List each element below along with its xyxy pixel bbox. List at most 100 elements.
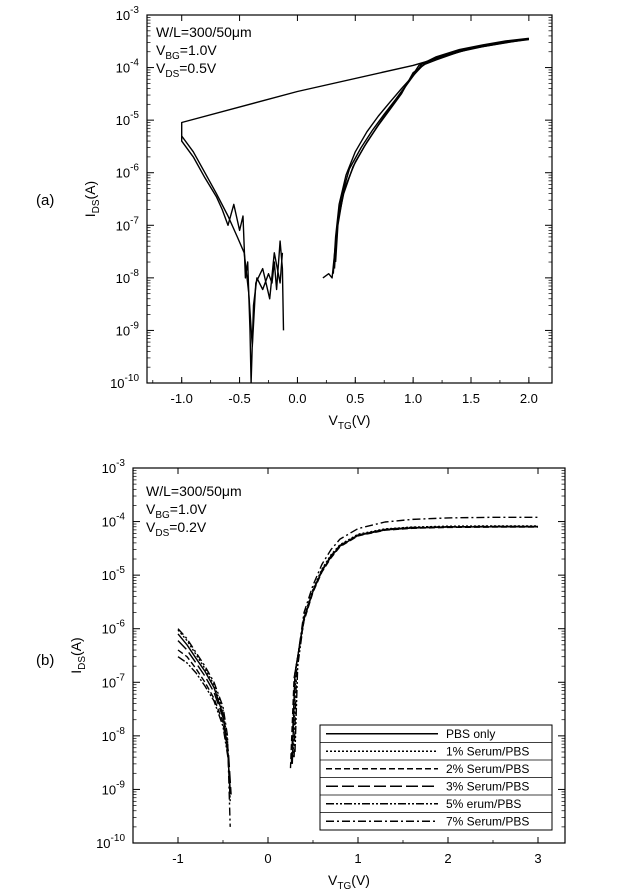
annotation-line: VBG=1.0V [146,501,207,521]
x-tick-label: 0.0 [288,391,306,406]
series-line [182,136,283,346]
y-tick-exponent: -4 [116,512,125,523]
y-tick-base: 10 [102,622,116,637]
y-tick-label: 10-6 [102,619,126,637]
y-tick-label: 10-4 [116,58,140,76]
y-tick-base: 10 [116,323,130,338]
annotation-rest: =1.0V [180,42,218,58]
y-tick-base: 10 [96,836,110,851]
y-axis-title: IDS(A) [68,637,88,673]
annotation-rest: μm [232,24,252,40]
y-tick-label: 10-10 [110,373,139,391]
iv-curves-figure: (a)-1.0-0.50.00.51.01.52.010-1010-910-81… [0,0,640,896]
y-tick-exponent: -5 [130,110,139,121]
y-tick-base: 10 [102,568,116,583]
y-tick-label: 10-8 [116,268,140,286]
x-tick-label: 0.5 [346,391,364,406]
x-tick-label: 1.5 [462,391,480,406]
x-axis-title-sub: TG [337,881,351,892]
y-tick-exponent: -9 [130,320,139,331]
y-tick-base: 10 [116,218,130,233]
y-tick-exponent: -3 [116,458,125,469]
chart-panel-a: (a)-1.0-0.50.00.51.01.52.010-1010-910-81… [36,5,552,432]
x-tick-label: -1.0 [171,391,193,406]
y-tick-base: 10 [102,515,116,530]
series-line [182,39,529,383]
series-line-left-branch [178,629,230,827]
x-tick-label: -1 [172,851,184,866]
y-tick-label: 10-6 [116,163,140,181]
x-tick-label: 1.0 [404,391,422,406]
y-tick-label: 10-3 [102,458,126,476]
y-tick-label: 10-7 [102,672,126,690]
y-axis-title: IDS(A) [82,181,102,217]
annotation-rest: =0.2V [169,519,207,535]
y-tick-base: 10 [110,376,124,391]
series-line [335,38,529,268]
annotation-main: W/L=300/50 [156,24,232,40]
y-tick-base: 10 [116,8,130,23]
y-tick-label: 10-5 [116,110,140,128]
annotation-sub: BG [165,51,180,62]
annotation-line: VDS=0.5V [156,60,217,80]
y-tick-exponent: -10 [125,373,140,384]
annotation-line: VDS=0.2V [146,519,207,539]
annotation-line: W/L=300/50μm [146,483,242,499]
y-tick-exponent: -6 [130,163,139,174]
series-line-left-branch [178,641,231,795]
y-tick-exponent: -8 [116,726,125,737]
legend-entry-label: 7% Serum/PBS [446,814,529,828]
y-tick-base: 10 [102,675,116,690]
annotation-main: W/L=300/50 [146,483,222,499]
legend-entry-label: PBS only [446,727,495,741]
y-tick-label: 10-10 [96,833,125,851]
y-tick-base: 10 [102,782,116,797]
series-line-left-branch [178,634,230,790]
y-tick-exponent: -5 [116,565,125,576]
y-tick-exponent: -3 [130,5,139,16]
data-area [182,38,529,383]
y-tick-base: 10 [116,271,130,286]
y-axis-title-unit: (A) [82,181,98,200]
series-line-right-branch [293,526,538,757]
y-tick-label: 10-5 [102,565,126,583]
x-axis-title: VTG(V) [328,872,370,892]
y-tick-base: 10 [116,61,130,76]
legend-entry-label: 3% Serum/PBS [446,779,529,793]
panel-label: (a) [36,192,54,209]
x-axis-title: VTG(V) [329,412,371,432]
series-line-left-branch [178,630,229,780]
x-axis-title-unit: (V) [351,872,370,888]
y-tick-label: 10-9 [102,779,126,797]
legend-entry-label: 1% Serum/PBS [446,744,529,758]
annotation-rest: μm [222,483,242,499]
series-line [336,40,529,262]
y-tick-exponent: -7 [130,215,139,226]
x-tick-label: 3 [534,851,541,866]
annotation-line: VBG=1.0V [156,42,217,62]
y-tick-exponent: -4 [130,58,139,69]
y-tick-label: 10-9 [116,320,140,338]
y-tick-label: 10-7 [116,215,140,233]
chart-panel-b: (b)-1012310-1010-910-810-710-610-510-410… [36,458,565,892]
legend-entry-label: 2% Serum/PBS [446,762,529,776]
x-tick-label: 2 [444,851,451,866]
x-tick-label: -0.5 [228,391,250,406]
annotation-line: W/L=300/50μm [156,24,252,40]
annotation-rest: =1.0V [170,501,208,517]
y-tick-exponent: -9 [116,779,125,790]
annotation-sub: DS [165,69,179,80]
y-tick-label: 10-8 [102,726,126,744]
series-line-left-branch [178,657,230,802]
y-axis-title-sub: DS [77,656,88,670]
y-axis-title-sub: DS [91,199,102,213]
y-tick-label: 10-4 [102,512,126,530]
series-line-right-branch [294,517,538,757]
annotation-sub: DS [155,528,169,539]
panel-label: (b) [36,652,54,669]
legend: PBS only 1% Serum/PBS 2% Serum/PBS 3% Serum… [320,725,552,830]
x-tick-label: 1 [354,851,361,866]
series-line [323,39,529,278]
y-tick-base: 10 [102,729,116,744]
y-tick-exponent: -7 [116,672,125,683]
